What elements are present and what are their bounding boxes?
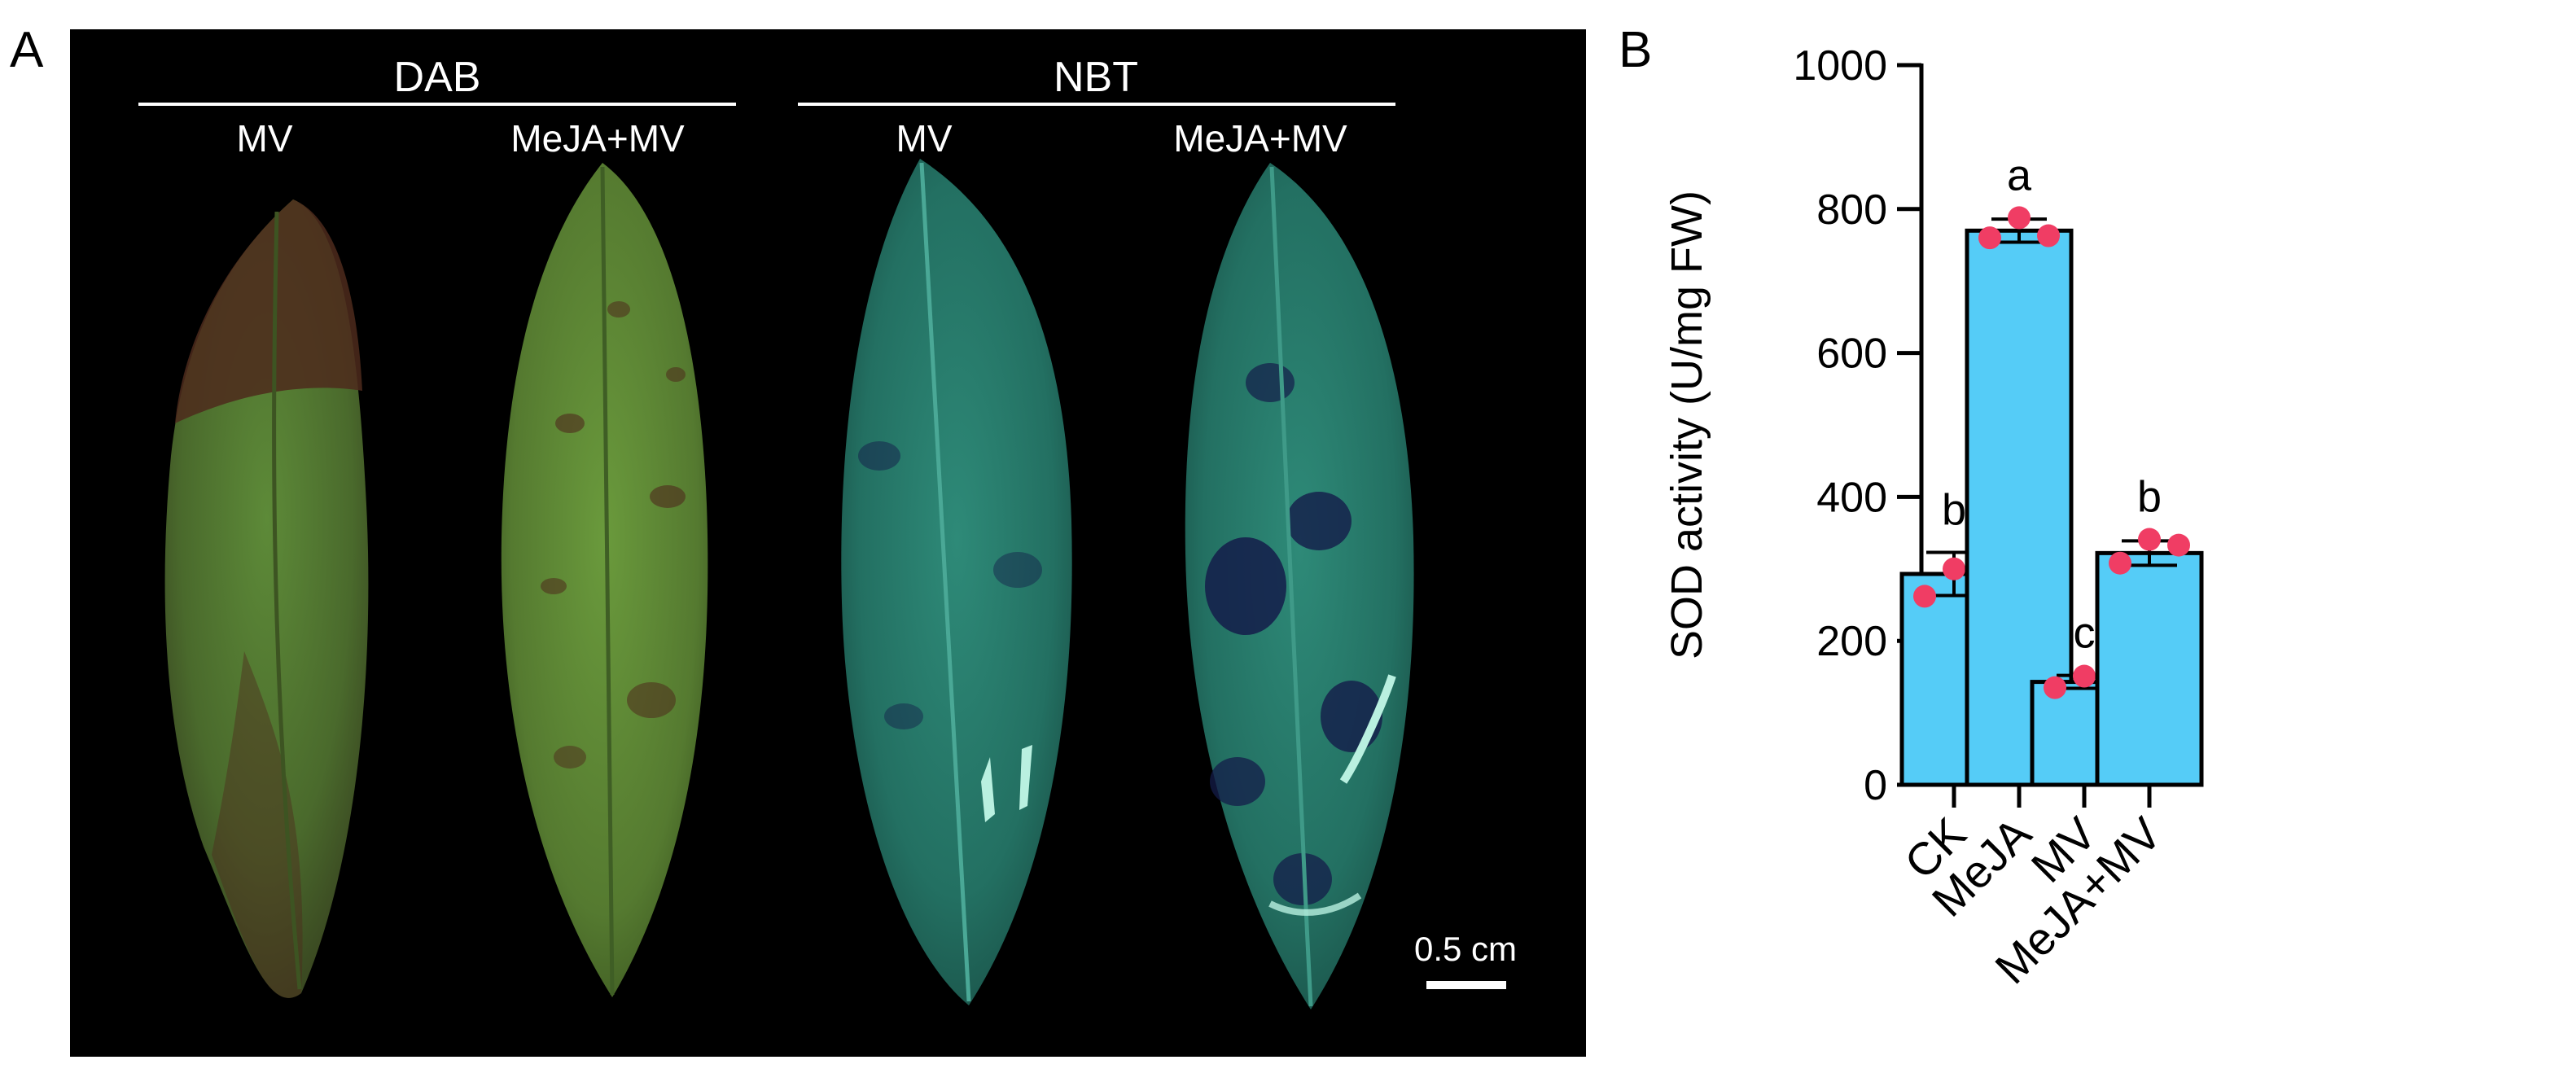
bar xyxy=(2095,550,2204,787)
significance-letter: b xyxy=(2137,473,2162,522)
data-point xyxy=(2044,676,2066,699)
data-point xyxy=(2008,206,2031,230)
y-tick-label: 600 xyxy=(1816,331,1887,378)
data-point xyxy=(1913,585,1936,608)
leaf-dab-mv xyxy=(164,199,369,998)
y-tick-label: 1000 xyxy=(1793,42,1887,90)
sod-bar-chart: 0 200 400 600 800 1000 SOD activity (U/mg FW) b… xyxy=(1663,42,2204,993)
y-axis-label: SOD activity (U/mg FW) xyxy=(1663,191,1711,659)
data-point xyxy=(1978,226,2001,250)
panel-a-label: A xyxy=(10,22,44,78)
data-point xyxy=(2109,551,2131,575)
data-point xyxy=(1943,557,1965,580)
y-tick-label: 200 xyxy=(1816,618,1887,665)
y-tick-label: 400 xyxy=(1816,474,1887,521)
group-title-nbt: NBT xyxy=(1054,54,1138,101)
leaf-dab-meja-mv xyxy=(501,163,708,997)
panel-b-label: B xyxy=(1619,22,1652,78)
column-label-nbt-mv: MV xyxy=(896,117,953,160)
data-point xyxy=(2167,533,2190,557)
column-label-nbt-meja-mv: MeJA+MV xyxy=(1173,117,1347,160)
significance-letter: b xyxy=(1942,485,1966,534)
significance-letter: a xyxy=(2007,151,2032,199)
data-point xyxy=(2073,664,2096,688)
y-tick-label: 0 xyxy=(1864,762,1887,809)
y-tick-label: 800 xyxy=(1816,186,1887,234)
column-label-dab-meja-mv: MeJA+MV xyxy=(510,117,685,160)
scale-bar-label: 0.5 cm xyxy=(1414,930,1517,968)
data-point xyxy=(2037,224,2060,247)
leaf-nbt-meja-mv xyxy=(1185,163,1414,1009)
group-title-dab: DAB xyxy=(394,54,481,101)
leaf-nbt-mv xyxy=(841,159,1072,1005)
significance-letter: c xyxy=(2074,609,2096,658)
column-label-dab-mv: MV xyxy=(237,117,293,160)
data-point xyxy=(2138,528,2161,551)
